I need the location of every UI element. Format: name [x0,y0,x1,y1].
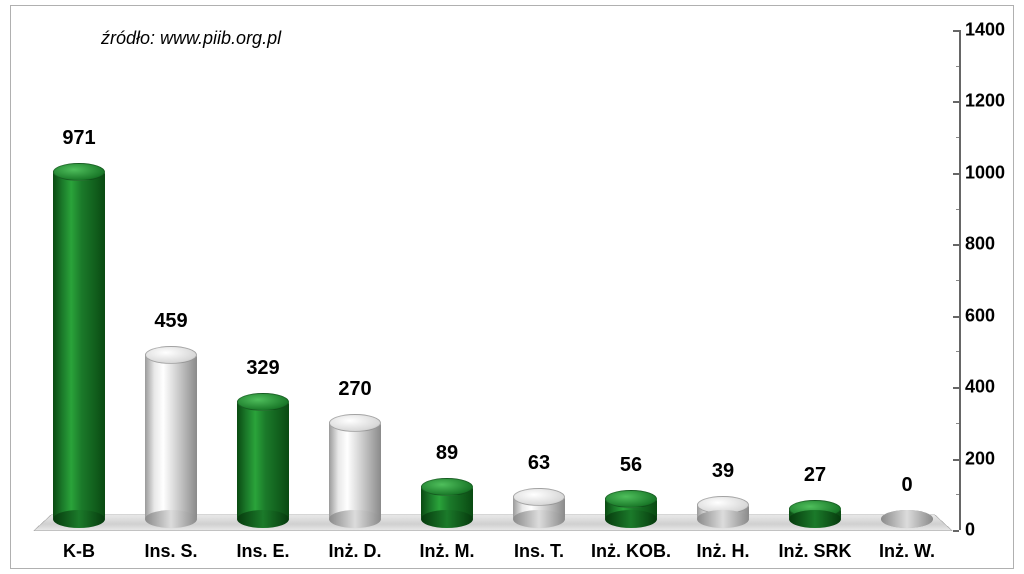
bar-cylinder [145,355,197,519]
cylinder-bottom [697,510,749,528]
y-axis: 0200400600800100012001400 [959,30,1009,530]
category-labels: K-BIns. S.Ins. E.Inż. D.Inż. M.Ins. T.In… [33,530,953,568]
bars-container: 97145932927089635639270 [33,16,953,519]
bar-slot: 56 [585,19,677,519]
y-tick-label: 200 [965,448,995,469]
category-label: Inż. H. [677,541,769,562]
y-tick-minor [956,280,959,281]
y-tick-minor [956,351,959,352]
y-tick-minor [956,423,959,424]
chart-frame: źródło: www.piib.org.pl 9714593292708963… [10,5,1014,569]
y-tick-label: 0 [965,520,975,541]
bar-cylinder [53,172,105,519]
value-label: 39 [677,460,769,483]
bar-slot: 0 [861,19,953,519]
cylinder-bottom [513,510,565,528]
y-tick-minor [956,209,959,210]
y-tick-minor [956,66,959,67]
cylinder-bottom [145,510,197,528]
cylinder-top [605,490,657,508]
category-label: Inż. SRK [769,541,861,562]
category-label: Inż. KOB. [585,541,677,562]
cylinder-bottom [605,510,657,528]
bar-slot: 63 [493,19,585,519]
y-tick-label: 1400 [965,20,1005,41]
y-tick-label: 1000 [965,162,1005,183]
cylinder-top [329,414,381,432]
cylinder-bottom [237,510,289,528]
y-tick [953,30,959,32]
y-tick-minor [956,137,959,138]
y-axis-line [959,30,961,530]
cylinder-top [145,346,197,364]
value-label: 459 [125,310,217,333]
category-label: Ins. E. [217,541,309,562]
y-tick [953,244,959,246]
y-tick-label: 800 [965,234,995,255]
cylinder-bottom [789,510,841,528]
bar-cylinder [513,497,565,520]
cylinder-body [329,423,381,519]
value-label: 56 [585,454,677,477]
category-label: K-B [33,541,125,562]
category-label: Ins. T. [493,541,585,562]
y-tick [953,316,959,318]
cylinder-top [237,393,289,411]
cylinder-bottom [53,510,105,528]
bar-cylinder [237,402,289,520]
value-label: 971 [33,127,125,150]
y-tick-minor [956,494,959,495]
value-label: 329 [217,357,309,380]
bar-cylinder [329,423,381,519]
y-tick-label: 600 [965,305,995,326]
value-label: 63 [493,452,585,475]
category-label: Ins. S. [125,541,217,562]
bar-slot: 27 [769,19,861,519]
bar-slot: 971 [33,19,125,519]
bar-slot: 329 [217,19,309,519]
cylinder-bottom [881,510,933,528]
y-tick [953,101,959,103]
cylinder-body [53,172,105,519]
cylinder-top [53,163,105,181]
category-label: Inż. W. [861,541,953,562]
bar-slot: 459 [125,19,217,519]
bar-cylinder [697,505,749,519]
value-label: 89 [401,442,493,465]
y-tick [953,173,959,175]
category-label: Inż. M. [401,541,493,562]
bar-cylinder [789,509,841,519]
bar-cylinder [605,499,657,519]
category-label: Inż. D. [309,541,401,562]
y-tick-label: 400 [965,377,995,398]
cylinder-top [421,478,473,496]
y-tick [953,530,959,532]
y-tick-label: 1200 [965,91,1005,112]
cylinder-bottom [421,510,473,528]
bar-slot: 270 [309,19,401,519]
bar-cylinder [421,487,473,519]
plot-area: 97145932927089635639270 0200400600800100… [33,16,953,531]
value-label: 27 [769,464,861,487]
cylinder-body [237,402,289,520]
value-label: 270 [309,378,401,401]
bar-slot: 39 [677,19,769,519]
value-label: 0 [861,474,953,497]
cylinder-body [145,355,197,519]
bar-slot: 89 [401,19,493,519]
y-tick [953,459,959,461]
y-tick [953,387,959,389]
cylinder-top [513,488,565,506]
